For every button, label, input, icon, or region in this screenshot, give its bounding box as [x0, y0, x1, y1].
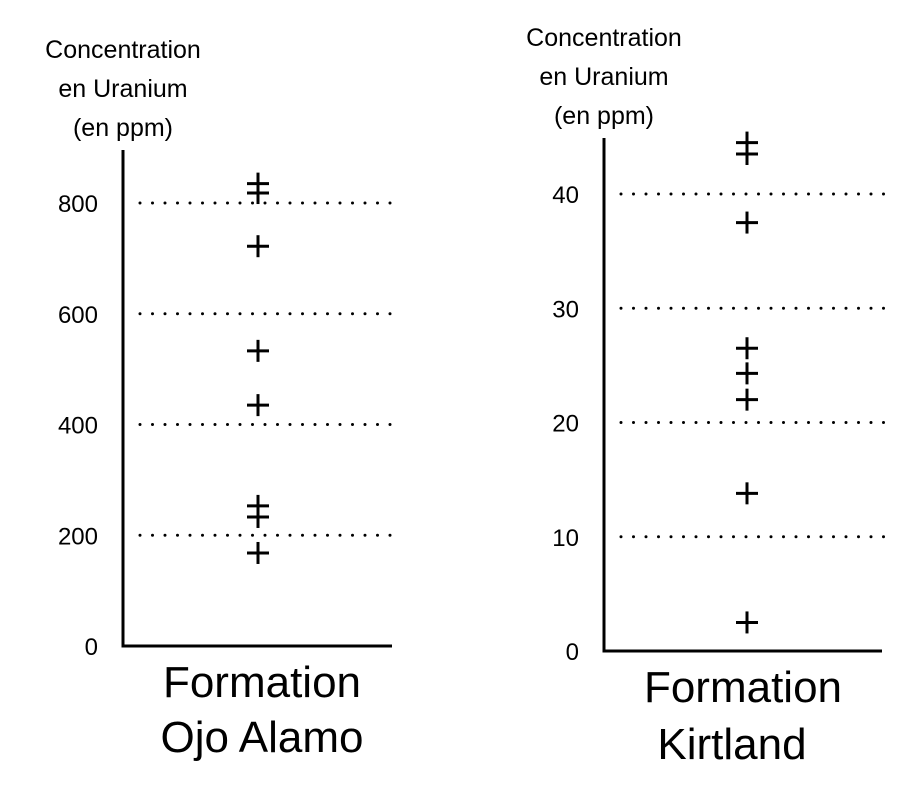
y-axis-label-line-2: en Uranium	[539, 63, 668, 91]
y-tick-label: 20	[552, 411, 579, 438]
data-point	[736, 482, 758, 505]
data-point	[247, 182, 269, 205]
chart-ojo-alamo: Concentration en Uranium (en ppm) 0 200 40…	[45, 36, 398, 762]
x-axis-label-line-1: Formation	[163, 658, 361, 707]
y-axis-label-line-1: Concentration	[45, 36, 201, 64]
y-tick-label: 400	[58, 413, 98, 440]
y-axis-label-line-3: (en ppm)	[73, 114, 173, 142]
data-point	[736, 211, 758, 234]
y-tick-label: 0	[85, 634, 98, 661]
data-points	[247, 172, 269, 564]
y-tick-label: 0	[566, 639, 579, 666]
x-axis-label-line-2: Ojo Alamo	[161, 713, 364, 762]
data-point	[247, 235, 269, 258]
y-tick-label: 800	[58, 191, 98, 218]
data-points	[736, 131, 758, 634]
data-point	[736, 337, 758, 360]
chart-kirtland: Concentration en Uranium (en ppm) 0 10 20 3…	[526, 24, 886, 769]
data-point	[247, 339, 269, 362]
x-axis-label-line-1: Formation	[644, 663, 842, 712]
y-tick-label: 200	[58, 523, 98, 550]
grid-lines	[619, 192, 886, 539]
x-axis-label-line-2: Kirtland	[657, 720, 806, 769]
grid-lines	[138, 201, 398, 537]
y-tick-labels: 0 200 400 600 800	[58, 191, 98, 661]
y-tick-label: 10	[552, 525, 579, 552]
data-point	[247, 541, 269, 564]
y-tick-labels: 0 10 20 30 40	[552, 182, 579, 666]
data-point	[736, 362, 758, 385]
y-axis-label-line-1: Concentration	[526, 24, 682, 52]
data-point	[247, 394, 269, 417]
y-axis-label-line-3: (en ppm)	[554, 102, 654, 130]
y-tick-label: 600	[58, 302, 98, 329]
y-tick-label: 30	[552, 296, 579, 323]
y-axis-label-line-2: en Uranium	[58, 75, 187, 103]
y-tick-label: 40	[552, 182, 579, 209]
data-point	[736, 611, 758, 634]
data-point	[247, 505, 269, 528]
data-point	[736, 388, 758, 411]
data-point	[736, 143, 758, 166]
